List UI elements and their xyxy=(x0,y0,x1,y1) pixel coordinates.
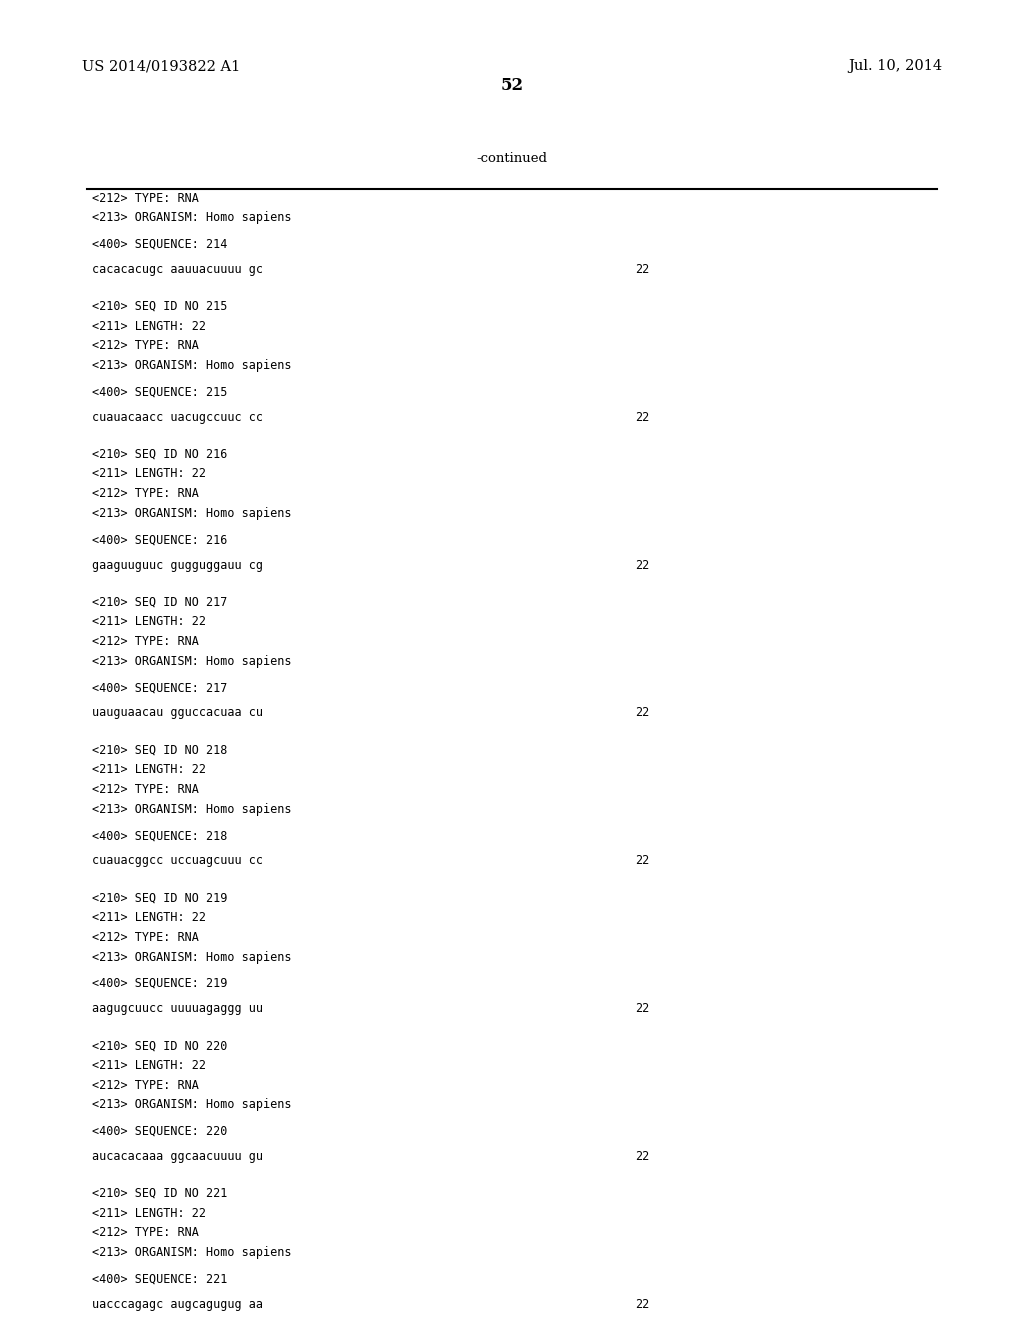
Text: uauguaacau gguccacuaa cu: uauguaacau gguccacuaa cu xyxy=(92,706,263,719)
Text: cuauacaacc uacugccuuc cc: cuauacaacc uacugccuuc cc xyxy=(92,411,263,424)
Text: Jul. 10, 2014: Jul. 10, 2014 xyxy=(848,59,942,74)
Text: <213> ORGANISM: Homo sapiens: <213> ORGANISM: Homo sapiens xyxy=(92,1246,292,1259)
Text: <211> LENGTH: 22: <211> LENGTH: 22 xyxy=(92,319,206,333)
Text: <213> ORGANISM: Homo sapiens: <213> ORGANISM: Homo sapiens xyxy=(92,950,292,964)
Text: <213> ORGANISM: Homo sapiens: <213> ORGANISM: Homo sapiens xyxy=(92,655,292,668)
Text: <212> TYPE: RNA: <212> TYPE: RNA xyxy=(92,783,199,796)
Text: cacacacugc aauuacuuuu gc: cacacacugc aauuacuuuu gc xyxy=(92,263,263,276)
Text: aagugcuucc uuuuagaggg uu: aagugcuucc uuuuagaggg uu xyxy=(92,1002,263,1015)
Text: <211> LENGTH: 22: <211> LENGTH: 22 xyxy=(92,615,206,628)
Text: <400> SEQUENCE: 219: <400> SEQUENCE: 219 xyxy=(92,977,227,990)
Text: 22: 22 xyxy=(635,411,649,424)
Text: <212> TYPE: RNA: <212> TYPE: RNA xyxy=(92,931,199,944)
Text: <400> SEQUENCE: 216: <400> SEQUENCE: 216 xyxy=(92,533,227,546)
Text: <213> ORGANISM: Homo sapiens: <213> ORGANISM: Homo sapiens xyxy=(92,803,292,816)
Text: aucacacaaa ggcaacuuuu gu: aucacacaaa ggcaacuuuu gu xyxy=(92,1150,263,1163)
Text: <212> TYPE: RNA: <212> TYPE: RNA xyxy=(92,635,199,648)
Text: <210> SEQ ID NO 221: <210> SEQ ID NO 221 xyxy=(92,1187,227,1200)
Text: <212> TYPE: RNA: <212> TYPE: RNA xyxy=(92,1226,199,1239)
Text: 22: 22 xyxy=(635,1150,649,1163)
Text: <210> SEQ ID NO 219: <210> SEQ ID NO 219 xyxy=(92,891,227,904)
Text: 22: 22 xyxy=(635,558,649,572)
Text: <211> LENGTH: 22: <211> LENGTH: 22 xyxy=(92,1059,206,1072)
Text: 22: 22 xyxy=(635,854,649,867)
Text: <210> SEQ ID NO 216: <210> SEQ ID NO 216 xyxy=(92,447,227,461)
Text: <211> LENGTH: 22: <211> LENGTH: 22 xyxy=(92,1206,206,1220)
Text: cuauacggcc uccuagcuuu cc: cuauacggcc uccuagcuuu cc xyxy=(92,854,263,867)
Text: 22: 22 xyxy=(635,263,649,276)
Text: <211> LENGTH: 22: <211> LENGTH: 22 xyxy=(92,763,206,776)
Text: <210> SEQ ID NO 220: <210> SEQ ID NO 220 xyxy=(92,1039,227,1052)
Text: <400> SEQUENCE: 220: <400> SEQUENCE: 220 xyxy=(92,1125,227,1138)
Text: uacccagagc augcagugug aa: uacccagagc augcagugug aa xyxy=(92,1298,263,1311)
Text: <211> LENGTH: 22: <211> LENGTH: 22 xyxy=(92,911,206,924)
Text: <210> SEQ ID NO 217: <210> SEQ ID NO 217 xyxy=(92,595,227,609)
Text: <400> SEQUENCE: 221: <400> SEQUENCE: 221 xyxy=(92,1272,227,1286)
Text: <400> SEQUENCE: 215: <400> SEQUENCE: 215 xyxy=(92,385,227,399)
Text: <210> SEQ ID NO 218: <210> SEQ ID NO 218 xyxy=(92,743,227,756)
Text: <212> TYPE: RNA: <212> TYPE: RNA xyxy=(92,487,199,500)
Text: <210> SEQ ID NO 215: <210> SEQ ID NO 215 xyxy=(92,300,227,313)
Text: -continued: -continued xyxy=(476,152,548,165)
Text: <400> SEQUENCE: 214: <400> SEQUENCE: 214 xyxy=(92,238,227,251)
Text: <213> ORGANISM: Homo sapiens: <213> ORGANISM: Homo sapiens xyxy=(92,359,292,372)
Text: <213> ORGANISM: Homo sapiens: <213> ORGANISM: Homo sapiens xyxy=(92,507,292,520)
Text: 22: 22 xyxy=(635,1002,649,1015)
Text: <212> TYPE: RNA: <212> TYPE: RNA xyxy=(92,191,199,205)
Text: <212> TYPE: RNA: <212> TYPE: RNA xyxy=(92,339,199,352)
Text: gaaguuguuc gugguggauu cg: gaaguuguuc gugguggauu cg xyxy=(92,558,263,572)
Text: US 2014/0193822 A1: US 2014/0193822 A1 xyxy=(82,59,241,74)
Text: <400> SEQUENCE: 217: <400> SEQUENCE: 217 xyxy=(92,681,227,694)
Text: <213> ORGANISM: Homo sapiens: <213> ORGANISM: Homo sapiens xyxy=(92,1098,292,1111)
Text: 22: 22 xyxy=(635,706,649,719)
Text: <400> SEQUENCE: 218: <400> SEQUENCE: 218 xyxy=(92,829,227,842)
Text: 52: 52 xyxy=(501,77,523,94)
Text: <212> TYPE: RNA: <212> TYPE: RNA xyxy=(92,1078,199,1092)
Text: <213> ORGANISM: Homo sapiens: <213> ORGANISM: Homo sapiens xyxy=(92,211,292,224)
Text: 22: 22 xyxy=(635,1298,649,1311)
Text: <211> LENGTH: 22: <211> LENGTH: 22 xyxy=(92,467,206,480)
